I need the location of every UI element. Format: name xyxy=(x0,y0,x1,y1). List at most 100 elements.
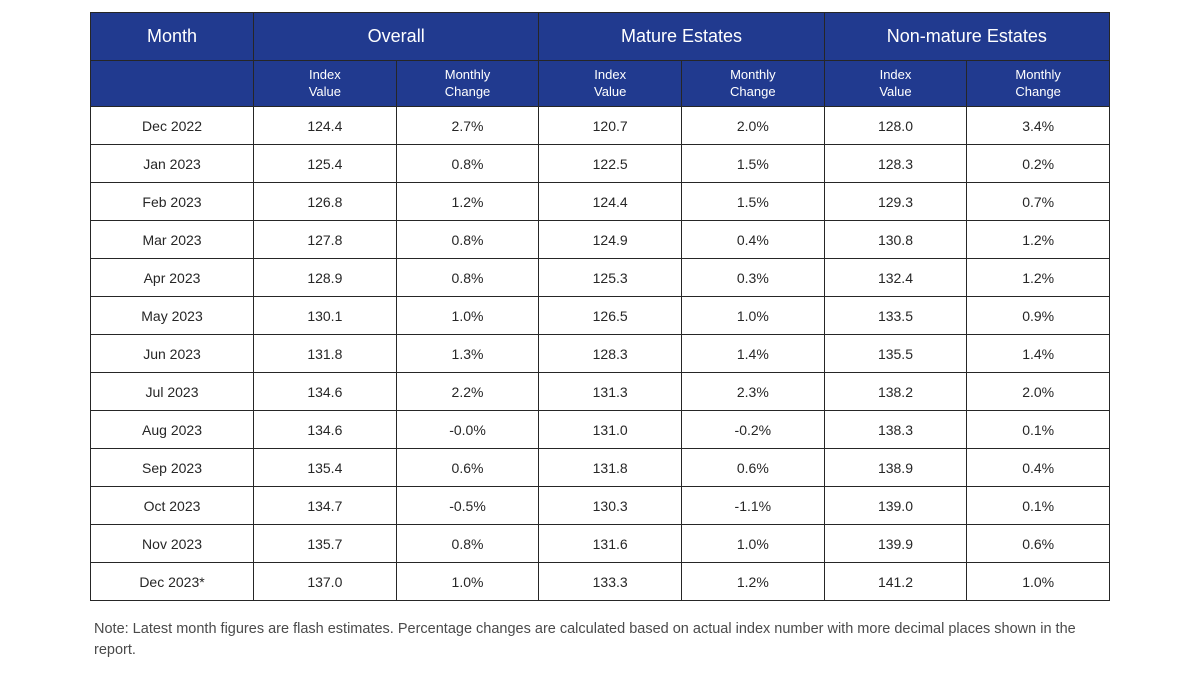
subcol-nonmature-index: IndexValue xyxy=(824,61,967,107)
cell-nm_iv: 130.8 xyxy=(824,221,967,259)
cell-ov_mc: 2.2% xyxy=(396,373,539,411)
cell-me_iv: 131.0 xyxy=(539,411,682,449)
cell-month: Jul 2023 xyxy=(91,373,254,411)
cell-ov_mc: 0.8% xyxy=(396,145,539,183)
cell-month: May 2023 xyxy=(91,297,254,335)
cell-nm_iv: 139.9 xyxy=(824,525,967,563)
cell-me_mc: 0.3% xyxy=(682,259,825,297)
subcol-month-blank xyxy=(91,61,254,107)
cell-ov_mc: -0.0% xyxy=(396,411,539,449)
cell-month: Mar 2023 xyxy=(91,221,254,259)
cell-ov_mc: 1.0% xyxy=(396,563,539,601)
cell-month: Sep 2023 xyxy=(91,449,254,487)
cell-month: Aug 2023 xyxy=(91,411,254,449)
cell-nm_iv: 138.9 xyxy=(824,449,967,487)
table-row: Mar 2023127.80.8%124.90.4%130.81.2% xyxy=(91,221,1110,259)
cell-ov_iv: 134.7 xyxy=(254,487,397,525)
cell-ov_iv: 135.7 xyxy=(254,525,397,563)
cell-me_mc: 2.0% xyxy=(682,107,825,145)
cell-nm_mc: 0.7% xyxy=(967,183,1110,221)
cell-ov_iv: 134.6 xyxy=(254,411,397,449)
cell-nm_iv: 141.2 xyxy=(824,563,967,601)
cell-nm_iv: 138.2 xyxy=(824,373,967,411)
header-group-row: Month Overall Mature Estates Non-mature … xyxy=(91,13,1110,61)
cell-me_mc: 1.0% xyxy=(682,525,825,563)
table-body: Dec 2022124.42.7%120.72.0%128.03.4%Jan 2… xyxy=(91,107,1110,601)
cell-me_mc: 2.3% xyxy=(682,373,825,411)
table-row: Jul 2023134.62.2%131.32.3%138.22.0% xyxy=(91,373,1110,411)
cell-ov_iv: 130.1 xyxy=(254,297,397,335)
cell-me_iv: 130.3 xyxy=(539,487,682,525)
cell-ov_mc: 0.8% xyxy=(396,221,539,259)
col-overall: Overall xyxy=(254,13,539,61)
cell-ov_mc: 0.8% xyxy=(396,525,539,563)
table-row: Feb 2023126.81.2%124.41.5%129.30.7% xyxy=(91,183,1110,221)
cell-me_iv: 126.5 xyxy=(539,297,682,335)
cell-nm_iv: 128.0 xyxy=(824,107,967,145)
cell-nm_mc: 0.2% xyxy=(967,145,1110,183)
index-table: Month Overall Mature Estates Non-mature … xyxy=(90,12,1110,601)
cell-ov_iv: 124.4 xyxy=(254,107,397,145)
table-row: Nov 2023135.70.8%131.61.0%139.90.6% xyxy=(91,525,1110,563)
cell-month: Dec 2023* xyxy=(91,563,254,601)
cell-me_mc: 1.2% xyxy=(682,563,825,601)
cell-ov_mc: 1.3% xyxy=(396,335,539,373)
table-row: Dec 2023*137.01.0%133.31.2%141.21.0% xyxy=(91,563,1110,601)
col-mature: Mature Estates xyxy=(539,13,824,61)
table-row: Oct 2023134.7-0.5%130.3-1.1%139.00.1% xyxy=(91,487,1110,525)
cell-nm_mc: 0.1% xyxy=(967,487,1110,525)
table-row: Jun 2023131.81.3%128.31.4%135.51.4% xyxy=(91,335,1110,373)
subcol-mature-index: IndexValue xyxy=(539,61,682,107)
cell-me_iv: 125.3 xyxy=(539,259,682,297)
cell-me_iv: 131.6 xyxy=(539,525,682,563)
cell-month: Nov 2023 xyxy=(91,525,254,563)
footnote: Note: Latest month figures are flash est… xyxy=(90,619,1110,661)
cell-me_mc: 1.0% xyxy=(682,297,825,335)
table-row: Dec 2022124.42.7%120.72.0%128.03.4% xyxy=(91,107,1110,145)
cell-nm_iv: 138.3 xyxy=(824,411,967,449)
cell-nm_mc: 1.4% xyxy=(967,335,1110,373)
subcol-overall-index: IndexValue xyxy=(254,61,397,107)
cell-ov_iv: 126.8 xyxy=(254,183,397,221)
cell-ov_iv: 127.8 xyxy=(254,221,397,259)
cell-me_mc: 0.4% xyxy=(682,221,825,259)
cell-month: Dec 2022 xyxy=(91,107,254,145)
cell-me_iv: 133.3 xyxy=(539,563,682,601)
cell-nm_mc: 1.0% xyxy=(967,563,1110,601)
cell-me_iv: 124.4 xyxy=(539,183,682,221)
cell-ov_iv: 135.4 xyxy=(254,449,397,487)
subcol-overall-change: MonthlyChange xyxy=(396,61,539,107)
cell-nm_mc: 0.4% xyxy=(967,449,1110,487)
subcol-mature-change: MonthlyChange xyxy=(682,61,825,107)
cell-me_iv: 131.3 xyxy=(539,373,682,411)
cell-nm_iv: 132.4 xyxy=(824,259,967,297)
col-nonmature: Non-mature Estates xyxy=(824,13,1109,61)
cell-nm_mc: 2.0% xyxy=(967,373,1110,411)
cell-ov_mc: 0.6% xyxy=(396,449,539,487)
table-header: Month Overall Mature Estates Non-mature … xyxy=(91,13,1110,107)
table-row: Aug 2023134.6-0.0%131.0-0.2%138.30.1% xyxy=(91,411,1110,449)
cell-me_iv: 131.8 xyxy=(539,449,682,487)
cell-me_mc: -0.2% xyxy=(682,411,825,449)
cell-month: Jun 2023 xyxy=(91,335,254,373)
cell-month: Apr 2023 xyxy=(91,259,254,297)
cell-nm_iv: 133.5 xyxy=(824,297,967,335)
cell-me_mc: 1.5% xyxy=(682,145,825,183)
cell-ov_iv: 131.8 xyxy=(254,335,397,373)
cell-ov_mc: -0.5% xyxy=(396,487,539,525)
cell-nm_iv: 129.3 xyxy=(824,183,967,221)
cell-ov_mc: 0.8% xyxy=(396,259,539,297)
header-sub-row: IndexValue MonthlyChange IndexValue Mont… xyxy=(91,61,1110,107)
subcol-nonmature-change: MonthlyChange xyxy=(967,61,1110,107)
cell-nm_mc: 0.6% xyxy=(967,525,1110,563)
cell-ov_mc: 2.7% xyxy=(396,107,539,145)
col-month: Month xyxy=(91,13,254,61)
cell-ov_iv: 125.4 xyxy=(254,145,397,183)
cell-me_iv: 122.5 xyxy=(539,145,682,183)
cell-me_iv: 128.3 xyxy=(539,335,682,373)
cell-me_iv: 124.9 xyxy=(539,221,682,259)
cell-me_mc: 1.5% xyxy=(682,183,825,221)
cell-nm_mc: 0.1% xyxy=(967,411,1110,449)
cell-me_mc: 1.4% xyxy=(682,335,825,373)
cell-nm_iv: 135.5 xyxy=(824,335,967,373)
